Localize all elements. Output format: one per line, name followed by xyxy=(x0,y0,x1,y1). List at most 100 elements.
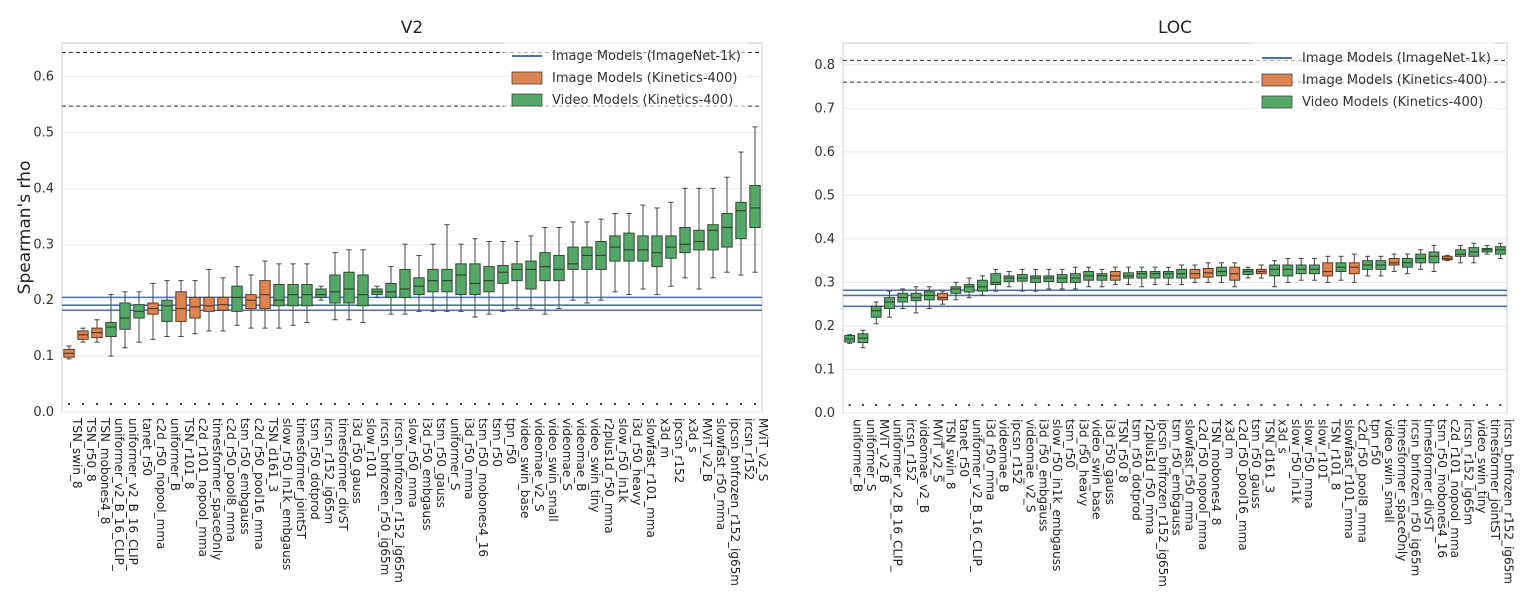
v2-box-tsm-r50-mobones4-16 xyxy=(469,238,481,318)
v2-box-video-swin-small xyxy=(539,227,551,315)
v2-xtick-label: MViT_v2_B xyxy=(700,418,714,482)
loc-legend: Image Models (ImageNet-1k) Image Models (… xyxy=(1254,42,1494,114)
v2-xtick-label: TSN_r50_8 xyxy=(84,417,98,482)
loc-box-r2plus1d-r50-mma xyxy=(1136,266,1148,288)
loc-xtick-label: videomae_v2_S xyxy=(1023,419,1037,513)
loc-axis-dot xyxy=(1273,403,1276,407)
v2-xtick-label: timesformer_spaceOnly xyxy=(210,418,224,560)
loc-xtick-label: ircsn_r152_ig65m xyxy=(1462,419,1476,525)
box-iqr xyxy=(399,268,411,298)
box-iqr xyxy=(329,274,341,304)
loc-axis-dot xyxy=(1406,403,1409,407)
loc-axis-dot xyxy=(1472,403,1475,407)
loc-box-ircsn-r152-ig65m xyxy=(1455,244,1466,264)
loc-box-tsn-r101-8 xyxy=(1322,255,1334,283)
loc-box-timesformer-jointst xyxy=(1481,244,1493,255)
loc-xtick-label: MViT_v2_S xyxy=(930,419,944,482)
loc-axis-dot xyxy=(981,403,984,407)
box-iqr xyxy=(910,292,922,302)
v2-ytick-label: 0.3 xyxy=(33,237,54,252)
v2-box-uniformer-v2-b-16-clip xyxy=(105,294,117,357)
loc-axis-dot xyxy=(1432,403,1436,407)
box-iqr xyxy=(721,213,733,248)
v2-axis-dot xyxy=(543,402,547,406)
loc-box-tpn-r50 xyxy=(1362,255,1373,277)
box-iqr xyxy=(884,297,895,310)
loc-xtick-label: videomae_B xyxy=(997,419,1011,492)
loc-box-c2d-r101-nopool-mma xyxy=(1441,254,1453,262)
v2-xtick-label: timesformer_jointST xyxy=(294,418,308,540)
box-iqr xyxy=(1043,275,1055,283)
v2-axis-dot xyxy=(501,402,505,406)
loc-axis-dot xyxy=(1007,403,1011,407)
v2-box-x3d-m xyxy=(651,207,663,296)
v2-xtick-label: video_swin_base xyxy=(518,418,532,518)
box-iqr xyxy=(870,305,882,318)
box-iqr xyxy=(567,246,579,270)
loc-xtick-label: tsm_r50_mobones4_16 xyxy=(1435,419,1449,558)
v2-xtick-label: ircsn_r152_ig65m xyxy=(322,418,336,524)
loc-axis-dot xyxy=(1114,403,1117,407)
loc-ytick-label: 0.7 xyxy=(814,101,835,116)
v2-xtick-label: c2d_r50_pool8_mma xyxy=(224,418,238,542)
loc-axis-dot xyxy=(1047,403,1050,407)
legend-swatch-patch xyxy=(511,93,543,107)
loc-axis-dot xyxy=(1180,403,1183,407)
loc-box-c2d-r50-pool16-mma xyxy=(1229,262,1241,288)
box-iqr xyxy=(1494,246,1506,255)
loc-axis-dot xyxy=(1034,403,1037,407)
v2-box-ircsn-bnfrozen-r50-ig65m xyxy=(371,285,383,298)
v2-axis-dot xyxy=(711,402,715,406)
v2-axis-dot xyxy=(515,402,519,406)
loc-axis-dot xyxy=(1074,403,1077,407)
v2-box-r2plus1d-r50-mma xyxy=(595,218,607,301)
loc-ytick-label: 0.3 xyxy=(814,275,835,290)
v2-axis-dot xyxy=(277,402,281,406)
box-iqr xyxy=(497,265,509,284)
loc-xtick-label: MViT_v2_B xyxy=(877,419,891,483)
v2-axis-dot xyxy=(221,402,225,406)
box-iqr xyxy=(950,286,962,294)
legend-swatch-patch xyxy=(511,71,543,85)
v2-box-ircsn-bnfrozen-r152-ig65m xyxy=(385,266,397,315)
loc-axis-dot xyxy=(914,403,918,407)
v2-xtick-label: TSN_r101_8 xyxy=(182,417,196,489)
v2-box-slowfast-r50-mma xyxy=(707,187,719,279)
loc-xtick-label: c2d_r50_pool8_mma xyxy=(1355,419,1369,543)
loc-box-slowfast-r101-mma xyxy=(1335,255,1347,281)
v2-box-video-swin-base xyxy=(511,240,523,310)
v2-box-slow-r101 xyxy=(357,249,369,324)
loc-xtick-label: ircsn_bnfrozen_r50_ig65m xyxy=(1408,419,1422,576)
loc-box-c2d-r50-nopool-mma xyxy=(1189,264,1201,283)
loc-box-tanet-r50 xyxy=(950,281,962,301)
box-iqr xyxy=(1269,264,1281,277)
box-iqr xyxy=(707,224,719,251)
loc-box-video-swin-tiny xyxy=(1468,242,1480,264)
v2-box-videomae-s xyxy=(553,227,565,310)
loc-axis-dot xyxy=(1379,403,1382,407)
v2-box-uniformer-v2-b-16-clip xyxy=(119,291,131,349)
v2-box-i3d-r50-gauss xyxy=(343,249,355,321)
v2-xtick-label: video_swin_small xyxy=(546,418,560,522)
loc-xtick-label: x3d_s xyxy=(1276,419,1290,454)
v2-xtick-label: timesformer_divST xyxy=(336,418,350,531)
v2-xtick-label: tsm_r50_embgauss xyxy=(238,418,252,535)
loc-box-c2d-r50-pool8-mma xyxy=(1348,253,1360,283)
v2-axis-dot xyxy=(235,402,239,406)
box-iqr xyxy=(1030,275,1041,283)
loc-xtick-label: uniformer_B xyxy=(851,419,865,492)
loc-xtick-label: ipcsn_bnfrozen_r152_ig65m xyxy=(1156,419,1170,587)
loc-axis-dot xyxy=(1167,403,1170,407)
box-iqr xyxy=(553,254,565,282)
loc-box-tsn-swin-8 xyxy=(937,290,949,305)
v2-axis-dot xyxy=(81,402,85,406)
v2-panel: 0.0 0.1 0.2 0.3 0.4 0.5 0.6 TSN_swin_8 TSN_r50_8… xyxy=(15,18,770,586)
box-iqr xyxy=(623,232,635,262)
loc-ytick-label: 0.5 xyxy=(814,188,835,203)
loc-box-mvit-v2-b xyxy=(870,301,882,325)
loc-box-uniformer-v2-b-16-clip xyxy=(884,290,895,318)
loc-xtick-label: slow_r50_mma xyxy=(1302,419,1316,509)
loc-axis-dot xyxy=(1087,403,1090,407)
loc-xtick-label: i3d_r50_gauss xyxy=(1103,419,1117,505)
